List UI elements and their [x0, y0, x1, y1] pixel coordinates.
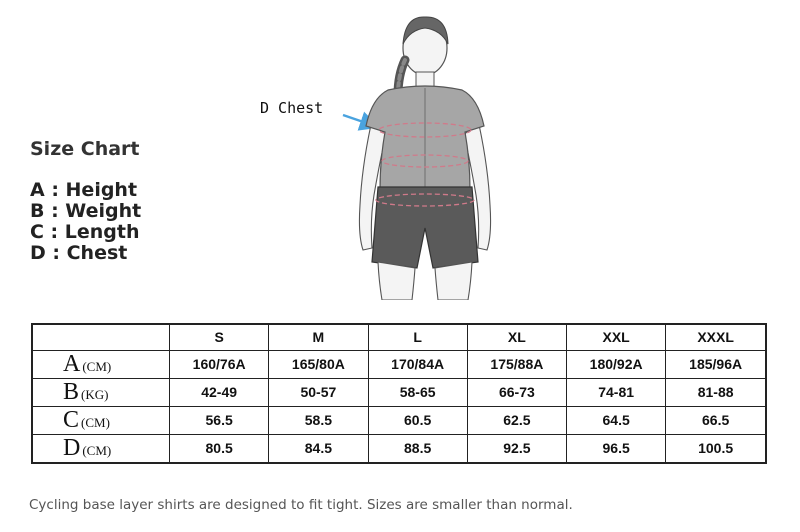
header-size: XXL	[565, 323, 667, 351]
table-cell: 56.5	[168, 405, 270, 435]
header-size: M	[268, 323, 369, 351]
chest-callout-label: D Chest	[260, 99, 324, 117]
table-cell: 88.5	[367, 433, 468, 463]
table-cell: 170/84A	[367, 349, 468, 379]
table-cell: 66.5	[665, 405, 767, 435]
table-cell: 180/92A	[565, 349, 667, 379]
table-cell: 62.5	[466, 405, 568, 435]
table-corner-cell	[31, 323, 170, 351]
table-header-row: S M L XL XXL XXXL	[31, 323, 767, 351]
header-size: S	[168, 323, 270, 351]
table-cell: 58-65	[367, 377, 468, 407]
table-cell: 96.5	[565, 433, 667, 463]
legend-weight: B : Weight	[30, 200, 142, 222]
measurement-legend: A : Height B : Weight C : Length D : Che…	[30, 180, 141, 264]
table-cell: 92.5	[466, 433, 568, 463]
row-letter: B	[63, 378, 80, 405]
row-label: D (CM)	[31, 433, 170, 463]
row-unit: (KG)	[81, 386, 109, 402]
table-cell: 60.5	[367, 405, 468, 435]
row-letter: A	[63, 350, 81, 377]
fit-note: Cycling base layer shirts are designed t…	[29, 497, 573, 513]
page-title: Size Chart	[30, 138, 140, 160]
row-unit: (CM)	[82, 442, 112, 458]
table-cell: 160/76A	[168, 349, 270, 379]
table-cell: 50-57	[268, 377, 369, 407]
table-cell: 74-81	[565, 377, 667, 407]
table-cell: 100.5	[665, 433, 767, 463]
legend-height: A : Height	[30, 179, 138, 201]
table-cell: 185/96A	[665, 349, 767, 379]
table-row-height: A (CM) 160/76A 165/80A 170/84A 175/88A 18…	[31, 349, 767, 379]
table-cell: 80.5	[168, 433, 270, 463]
table-row-weight: B (KG) 42-49 50-57 58-65 66-73 74-81 81-8…	[31, 377, 767, 407]
table-cell: 165/80A	[268, 349, 369, 379]
table-cell: 84.5	[268, 433, 369, 463]
row-letter: D	[63, 434, 81, 461]
row-unit: (CM)	[82, 358, 112, 374]
table-row-length: C (CM) 56.5 58.5 60.5 62.5 64.5 66.5	[31, 405, 767, 435]
row-unit: (CM)	[81, 414, 110, 430]
row-letter: C	[63, 406, 80, 433]
legend-chest: D : Chest	[30, 242, 128, 264]
header-size: XXXL	[665, 323, 767, 351]
table-cell: 42-49	[168, 377, 270, 407]
row-label: A (CM)	[31, 349, 170, 379]
table-row-chest: D (CM) 80.5 84.5 88.5 92.5 96.5 100.5	[31, 433, 767, 463]
size-chart-table: S M L XL XXL XXXL A (CM) 160/76A 165/80A …	[31, 323, 767, 464]
legend-length: C : Length	[30, 221, 140, 243]
header-size: L	[367, 323, 468, 351]
table-cell: 66-73	[466, 377, 568, 407]
table-cell: 58.5	[268, 405, 369, 435]
model-figure-illustration	[358, 16, 492, 300]
header-size: XL	[466, 323, 568, 351]
table-cell: 175/88A	[466, 349, 568, 379]
row-label: C (CM)	[31, 405, 170, 435]
table-cell: 81-88	[665, 377, 767, 407]
table-cell: 64.5	[565, 405, 667, 435]
row-label: B (KG)	[31, 377, 170, 407]
